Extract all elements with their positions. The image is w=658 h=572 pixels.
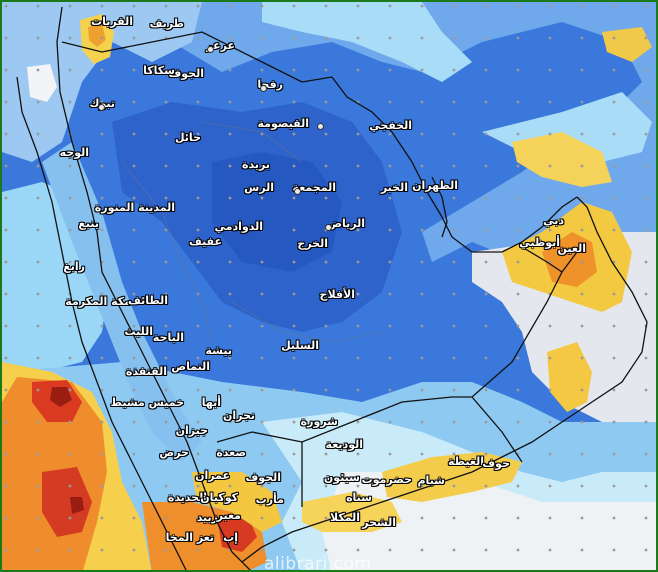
iraq-border (151, 31, 333, 83)
city-label-ibb: إب (223, 531, 238, 544)
city-label-taiz: تعز (196, 531, 214, 544)
region-line-3 (231, 301, 383, 343)
yemen-oman-border (471, 396, 523, 463)
city-label-aflaj: الأفلاج (319, 288, 355, 301)
city-label-dhahran: الظهران (412, 179, 458, 192)
city-label-kawkaban: كوكبان (200, 491, 238, 504)
saudi-yemen-border (216, 396, 472, 443)
city-label-wajh: الوجه (59, 146, 89, 159)
city-label-tabuk: تبوك (89, 98, 115, 110)
city-label-baha: الباحة (152, 331, 184, 344)
city-label-rabigh: رابغ (63, 260, 85, 273)
city-label-amran: عمران (195, 469, 230, 482)
city-label-mocha: المخا (165, 531, 193, 544)
oman-coast (241, 196, 648, 563)
city-label-khamis: خميس مشيط (110, 396, 184, 409)
city-label-makkah: مكة المكرمة (65, 295, 131, 308)
city-label-hadramout: حضرموت (361, 473, 412, 486)
city-label-buraydah: بريدة (242, 158, 270, 171)
city-label-abudhabi: أبوظبي (519, 236, 560, 249)
city-label-ghaydah: الغيظة (448, 455, 484, 468)
city-label-shibam: شبام (417, 474, 446, 487)
city-label-sanaa: سناه (346, 491, 372, 504)
city-label-harad: حرض (159, 446, 189, 459)
city-label-zabid: زبيد (196, 511, 218, 524)
red-sea-west-coast (16, 76, 187, 570)
city-label-laith: الليث (124, 325, 153, 338)
city-label-rass: الرس (244, 181, 274, 194)
city-label-marib: مأرب (255, 493, 284, 506)
uae-border (521, 246, 578, 273)
city-label-saada: صعدة (216, 446, 246, 459)
gulf-coast (331, 76, 578, 253)
city-label-khobar: الخبر (380, 181, 408, 194)
city-label-sakaka: سكاكا (143, 64, 175, 77)
city-label-yjouf: الجوف (245, 471, 281, 484)
city-label-alain: العين (557, 242, 587, 255)
city-label-qurayyat: القريات (91, 15, 133, 28)
city-label-sharurah: شرورة (300, 415, 338, 428)
city-marker-riyadh (325, 224, 332, 231)
city-label-hawf: حوف (482, 457, 510, 470)
city-label-bisha: بيشة (205, 344, 233, 357)
city-marker-arar (207, 46, 214, 53)
city-label-majmaah: المجمعة (292, 181, 336, 194)
city-label-tarif: طريف (149, 17, 184, 30)
city-label-namas: النماص (171, 360, 210, 373)
city-label-afif: عفيف (188, 235, 222, 248)
city-label-najran: نجران (222, 409, 255, 422)
city-label-dawadmi: الدوادمي (214, 220, 263, 233)
region-line-2 (201, 121, 303, 163)
red-sea-east-coast (56, 6, 251, 570)
city-label-sayun: سيئون (323, 471, 360, 484)
city-marker-tabuk (98, 104, 105, 111)
watermark-text: alibrari.com (264, 554, 372, 572)
city-label-qaisumah: القيصومة (257, 117, 309, 130)
city-label-taif: الطائف (128, 294, 168, 307)
city-label-mukalla: المكلا (329, 511, 360, 524)
city-label-jizan: جيزان (175, 424, 208, 437)
city-label-dubai: دبي (543, 214, 564, 227)
city-label-mabar: معبر (216, 509, 241, 522)
city-label-hudaydah: الحديدة (167, 491, 207, 504)
region-line-1 (121, 161, 213, 343)
city-label-hail: حائل (174, 131, 201, 144)
city-label-abha: أبها (201, 396, 221, 409)
city-label-jouf: الجوف (168, 67, 204, 80)
jordan-border (61, 41, 153, 53)
city-marker-rafha (260, 85, 267, 92)
city-marker-qaisumah (317, 123, 324, 130)
saudi-oman-border (471, 271, 563, 398)
city-label-shihr: الشحر (362, 516, 396, 529)
city-label-riyadh: الرياض (327, 217, 365, 230)
city-label-sulayyil: السليل (281, 339, 319, 352)
city-label-khafji: الخفجي (369, 119, 412, 132)
city-label-kharj: الخرج (297, 237, 328, 250)
city-label-qunfudhah: القنفذة (125, 365, 167, 378)
city-label-madinah: المدينة المنورة (94, 201, 175, 214)
city-label-wadiah: الوديعة (325, 438, 363, 451)
city-marker-majmaah (294, 188, 301, 195)
qatar-peninsula (431, 176, 448, 238)
city-label-yanbu: ينبع (78, 217, 99, 230)
